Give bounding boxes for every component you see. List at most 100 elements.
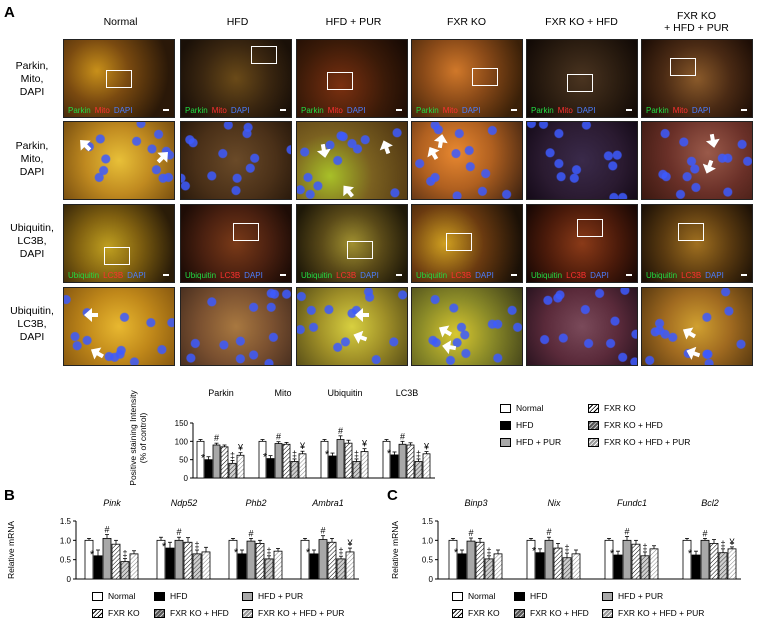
scale-bar xyxy=(626,274,632,276)
significance-mark: # xyxy=(320,526,325,536)
micrograph-caption: Parkin Mito DAPI xyxy=(68,106,132,115)
micrograph-zoom xyxy=(641,121,753,200)
significance-mark: * xyxy=(201,453,206,465)
micrograph-zoom xyxy=(296,121,408,200)
legend-b: Normal HFD HFD + PUR FXR KO FXR KO + HFD… xyxy=(92,591,372,627)
caption-stain-label: Ubiquitin xyxy=(301,271,333,280)
bar xyxy=(466,540,476,580)
caption-stain-label: DAPI xyxy=(244,271,263,280)
legend-swatch xyxy=(242,609,253,619)
significance-mark: * xyxy=(306,547,311,559)
bar xyxy=(649,548,659,580)
bar xyxy=(390,454,399,479)
micrograph-caption: Ubiquitin LC3B DAPI xyxy=(416,271,494,280)
caption-stain-label: LC3B xyxy=(681,271,702,280)
legend-label: FXR KO xyxy=(108,608,140,618)
legend-a-item-fxr-ko: FXR KO xyxy=(588,403,636,414)
y-tick-label: 0 xyxy=(67,575,72,584)
group-label: Pink xyxy=(103,498,121,508)
panel-label-c: C xyxy=(387,487,398,504)
bar xyxy=(553,547,563,580)
zoom-region-box xyxy=(251,46,277,64)
bar xyxy=(422,453,431,479)
zoom-region-box xyxy=(678,223,704,241)
bar xyxy=(709,543,719,580)
caption-stain-label: Mito xyxy=(442,106,458,115)
legend-label: FXR KO + HFD xyxy=(530,608,589,618)
legend-b-item-fxr-ko-hfd-pur: FXR KO + HFD + PUR xyxy=(242,608,344,619)
group-label: Ndp52 xyxy=(171,498,198,508)
legend-swatch xyxy=(514,609,525,619)
legend-b-item-normal: Normal xyxy=(92,591,135,602)
bar xyxy=(220,446,229,479)
bar xyxy=(290,461,299,479)
legend-swatch xyxy=(588,421,599,431)
scale-bar xyxy=(280,109,286,111)
bar xyxy=(718,552,728,580)
significance-mark: ¥ xyxy=(361,439,368,449)
bar xyxy=(622,539,632,580)
caption-stain-label: DAPI xyxy=(590,271,609,280)
column-label-hfd-pur: HFD + PUR xyxy=(325,16,382,28)
y-axis-label: (% of control) xyxy=(138,413,148,464)
significance-mark: ‡ xyxy=(564,543,569,553)
group-label: Phb2 xyxy=(245,498,266,508)
arrow-indicator-icon xyxy=(353,330,368,344)
legend-label: HFD xyxy=(530,591,548,601)
significance-mark: * xyxy=(162,541,167,553)
micrograph-overview: Ubiquitin LC3B DAPI xyxy=(411,204,523,283)
row-label-1: Parkin, Mito, DAPI xyxy=(15,60,49,98)
caption-stain-label: LC3B xyxy=(336,271,357,280)
micrograph-zoom xyxy=(63,287,175,366)
micrograph-caption: Ubiquitin LC3B DAPI xyxy=(185,271,263,280)
bar xyxy=(345,551,355,580)
legend-swatch xyxy=(452,609,463,619)
bar xyxy=(475,541,485,580)
bar xyxy=(328,455,337,479)
bar xyxy=(212,444,221,479)
bar xyxy=(120,561,130,580)
bar xyxy=(336,439,345,479)
bar xyxy=(691,554,701,580)
bar xyxy=(129,553,139,580)
legend-a-item-normal: Normal xyxy=(500,403,543,414)
significance-mark: ¥ xyxy=(346,538,353,548)
significance-mark: ‡ xyxy=(642,542,647,552)
legend-swatch xyxy=(588,404,599,414)
micrograph-zoom xyxy=(641,287,753,366)
y-axis-label: Relative mRNA xyxy=(390,521,400,579)
significance-mark: ¥ xyxy=(299,441,306,451)
legend-label: FXR KO + HFD + PUR xyxy=(618,608,705,618)
micrograph-caption: Ubiquitin LC3B DAPI xyxy=(68,271,146,280)
micrograph-zoom xyxy=(180,287,292,366)
arrow-indicator-icon xyxy=(84,308,98,322)
legend-label: HFD xyxy=(516,420,534,430)
scale-bar xyxy=(163,109,169,111)
caption-stain-label: Parkin xyxy=(531,106,554,115)
significance-mark: ¥ xyxy=(423,442,430,452)
bar xyxy=(298,453,307,479)
legend-c-item-fxr-ko-hfd-pur: FXR KO + HFD + PUR xyxy=(602,608,705,619)
micrograph-caption: Ubiquitin LC3B DAPI xyxy=(646,271,724,280)
caption-stain-label: DAPI xyxy=(230,106,250,115)
group-label: Parkin xyxy=(208,388,234,398)
legend-c-item-fxr-ko-hfd: FXR KO + HFD xyxy=(514,608,589,619)
caption-stain-label: Ubiquitin xyxy=(185,271,217,280)
legend-swatch xyxy=(452,592,463,602)
bar xyxy=(273,550,283,580)
bar xyxy=(228,462,237,479)
micrograph-caption: Parkin Mito DAPI xyxy=(416,106,480,115)
significance-mark: # xyxy=(176,527,181,537)
caption-stain-label: LC3B xyxy=(220,271,241,280)
micrograph-overview: Parkin Mito DAPI xyxy=(296,39,408,118)
arrow-indicator-icon xyxy=(442,340,457,355)
bar xyxy=(344,442,353,479)
bar xyxy=(246,540,256,580)
arrow-indicator-icon xyxy=(702,159,716,174)
y-tick-label: 0.5 xyxy=(60,556,72,565)
significance-mark: ‡ xyxy=(194,540,199,550)
chart-c: 0 0.5 1.0 1.5 Relative mRNA Binp3 * # ‡ Nix * # ‡ Fun… xyxy=(390,498,741,584)
legend-swatch xyxy=(500,438,511,448)
bar xyxy=(93,555,103,580)
legend-a-item-hfd: HFD xyxy=(500,420,534,431)
